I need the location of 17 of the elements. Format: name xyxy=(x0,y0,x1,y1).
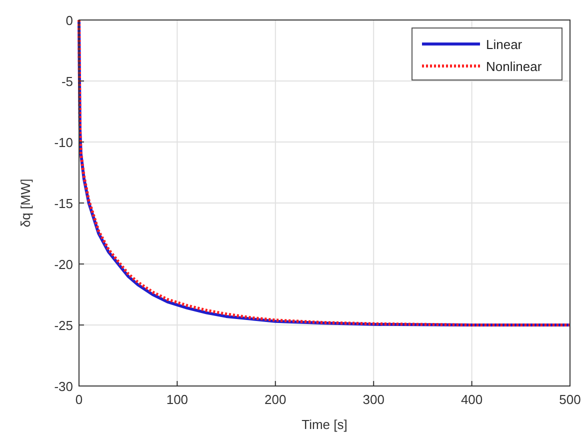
x-tick-label: 400 xyxy=(460,392,483,407)
x-tick-label: 300 xyxy=(362,392,384,407)
x-tick-label: 200 xyxy=(264,392,286,407)
y-tick-label: -15 xyxy=(54,196,73,211)
y-tick-label: -5 xyxy=(61,74,73,89)
x-tick-label: 500 xyxy=(559,392,581,407)
legend-label: Nonlinear xyxy=(486,59,542,74)
x-tick-label: 100 xyxy=(166,392,188,407)
y-tick-label: -10 xyxy=(54,135,73,150)
y-axis-title: δq [MW] xyxy=(18,178,33,228)
y-tick-label: -25 xyxy=(54,318,73,333)
y-tick-label: 0 xyxy=(66,13,73,28)
y-tick-label: -30 xyxy=(54,379,73,394)
x-axis-title: Time [s] xyxy=(302,417,348,432)
legend-label: Linear xyxy=(486,37,523,52)
y-tick-label: -20 xyxy=(54,257,73,272)
x-tick-label: 0 xyxy=(75,392,83,407)
